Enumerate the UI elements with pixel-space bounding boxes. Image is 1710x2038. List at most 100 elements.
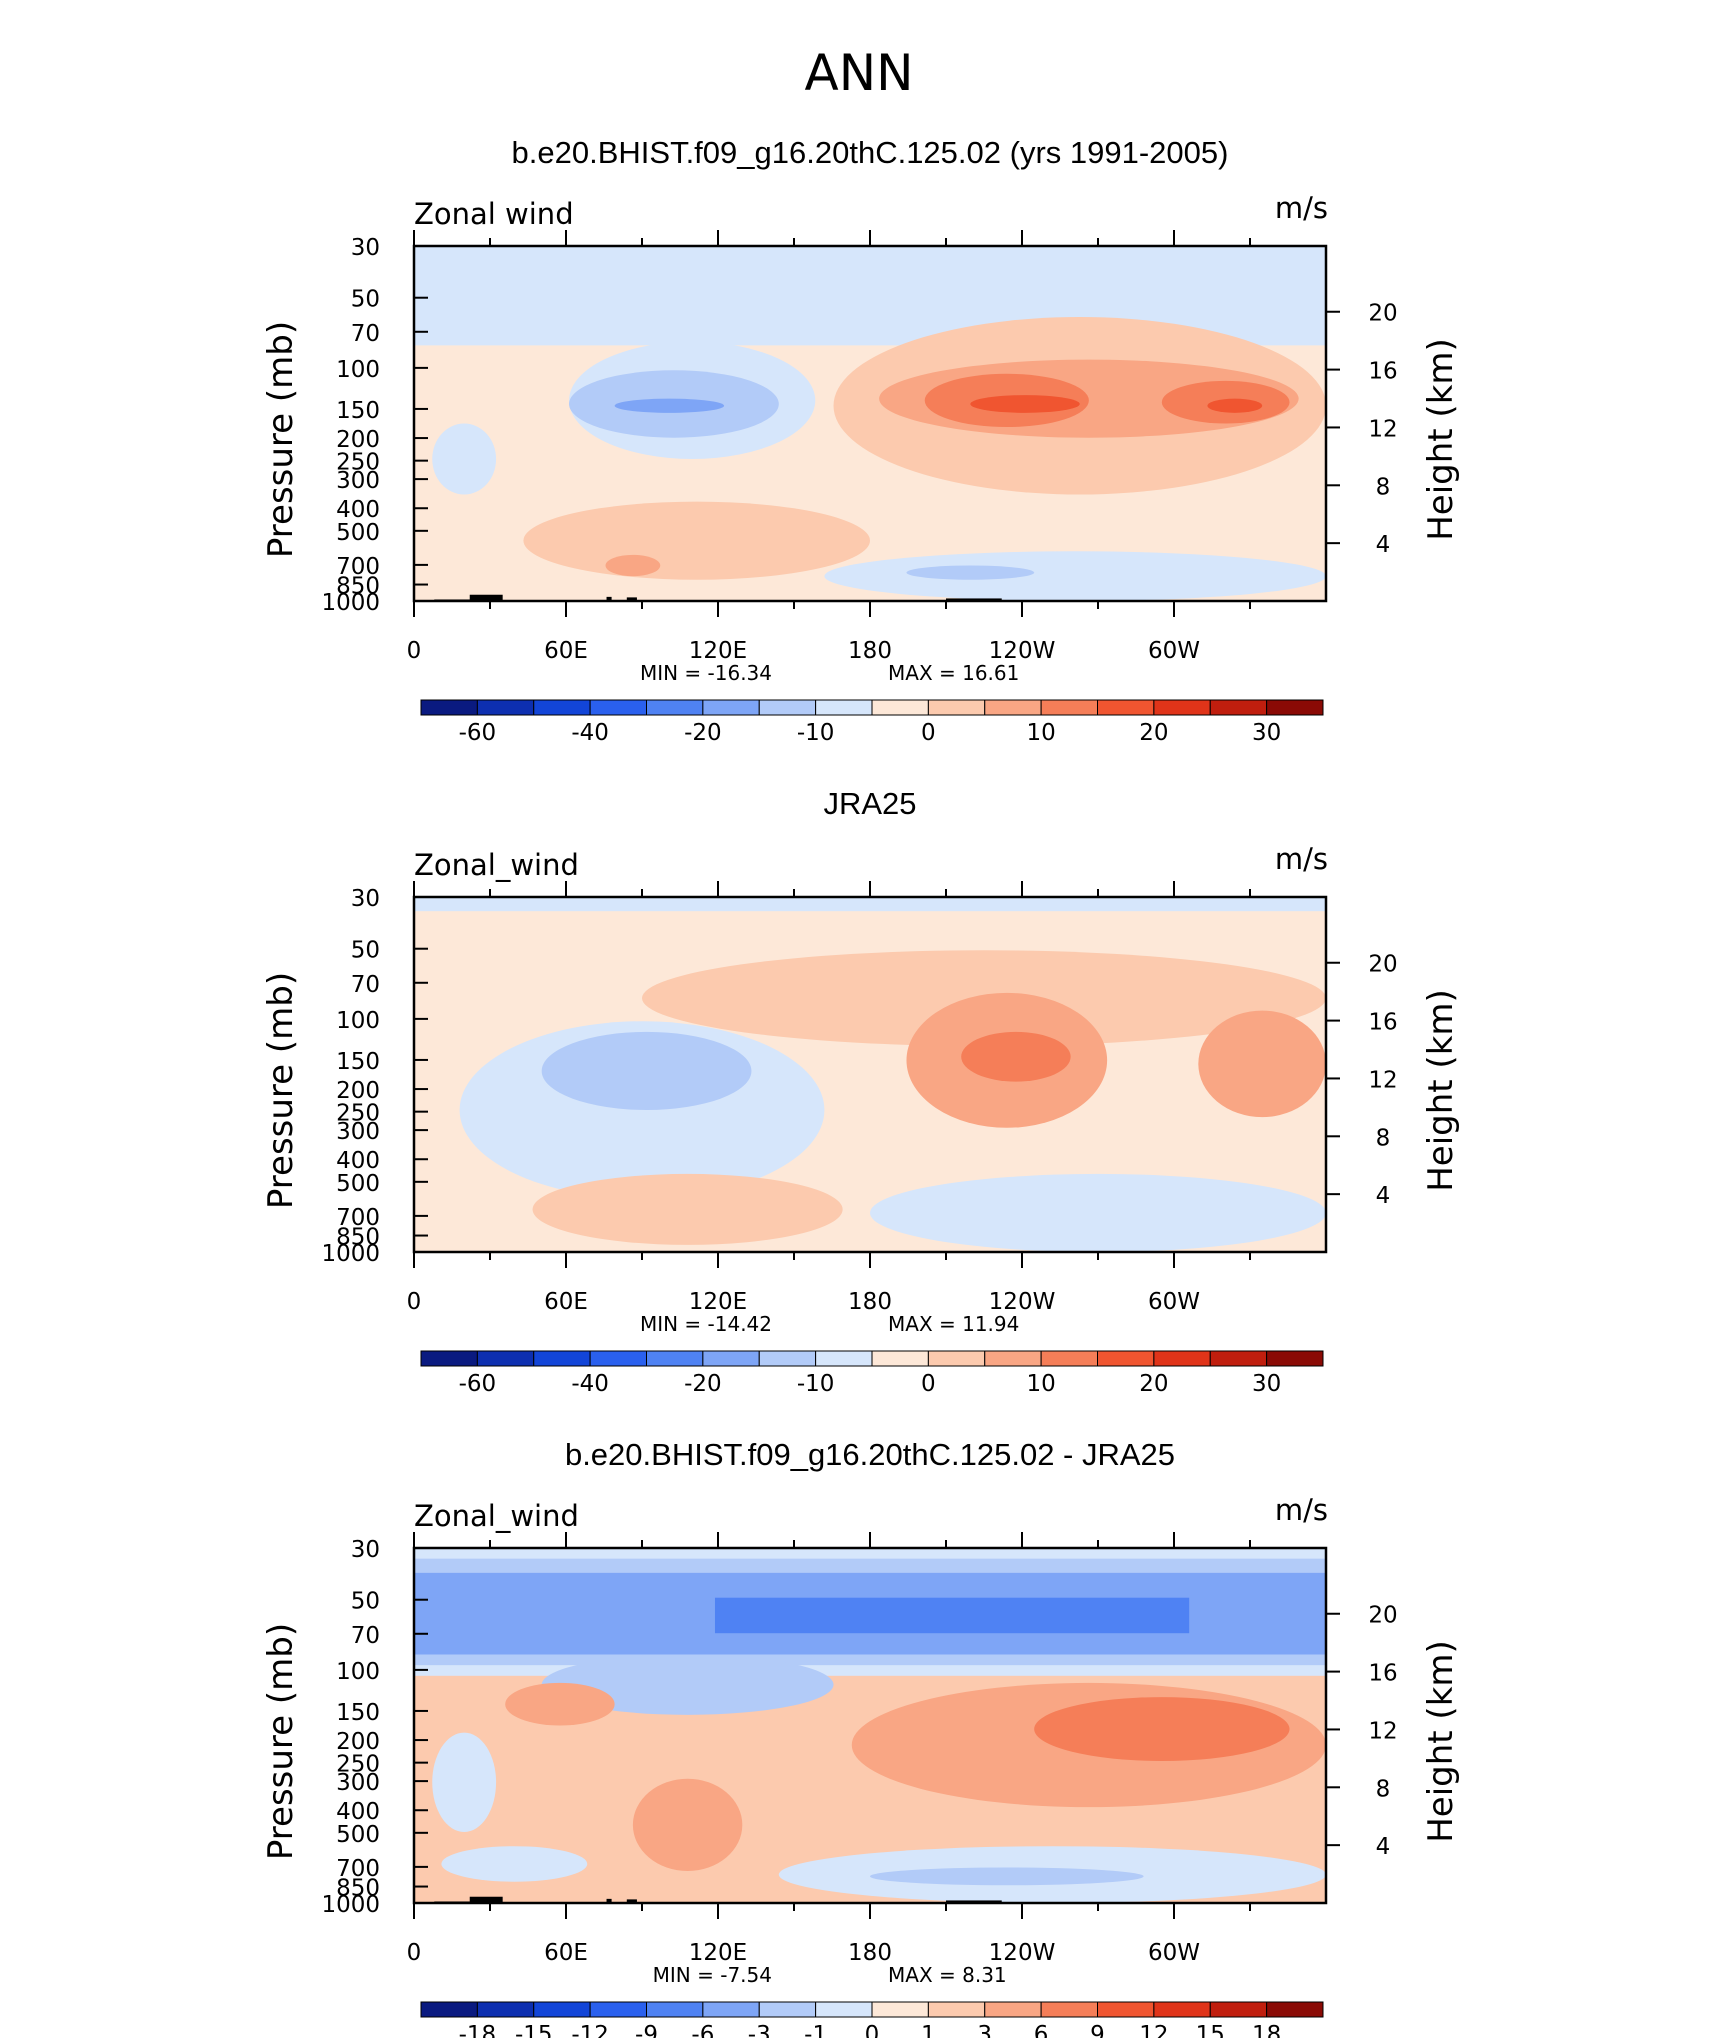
- colorbar-label: 9: [1090, 2022, 1105, 2038]
- height-tick-label: 16: [1368, 1010, 1397, 1036]
- colorbar-swatch: [815, 2001, 873, 2018]
- y-axis-label: Pressure (mb): [261, 321, 301, 558]
- max-label: MAX = 8.31: [888, 1963, 1007, 1987]
- colorbar-swatch: [984, 2001, 1042, 2018]
- x-tick-label: 120E: [689, 1289, 747, 1315]
- y-tick-label: 300: [336, 1770, 380, 1796]
- x-tick-label: 0: [407, 1289, 422, 1315]
- colorbar-label: -10: [797, 720, 835, 746]
- y-tick-label: 200: [336, 1729, 380, 1755]
- contour-level-5: [541, 1654, 834, 1715]
- colorbar-label: 10: [1026, 1371, 1055, 1397]
- colorbar-swatch: [702, 699, 760, 716]
- contour-fills: [414, 246, 1326, 601]
- colorbar-swatch: [1097, 699, 1155, 716]
- contour-level-7: [961, 1031, 1071, 1082]
- terrain-bar-2: [606, 596, 612, 601]
- y-tick-label: 500: [336, 1822, 380, 1848]
- x-tick-label: 120E: [689, 1940, 747, 1966]
- y-axis-label-right: Height (km): [1421, 989, 1461, 1192]
- y-tick-label: 150: [336, 1700, 380, 1726]
- colorbar-swatch: [815, 1350, 873, 1367]
- y-tick-label: 400: [336, 1148, 380, 1174]
- colorbar-swatch: [1153, 699, 1211, 716]
- contour-level-6: [1198, 1010, 1326, 1118]
- y-tick-label: 30: [351, 1537, 380, 1563]
- colorbar-label: 20: [1139, 720, 1168, 746]
- colorbar-swatch: [758, 2001, 817, 2018]
- variable-label: Zonal_wind: [414, 848, 579, 882]
- colorbar-swatch: [420, 1350, 478, 1367]
- contour-level-10: [1207, 398, 1263, 413]
- colorbar: -60 -40 -20 -10 0 10 20 30: [420, 699, 1324, 746]
- contour-fills: [414, 1548, 1326, 1903]
- contour-level-8: [505, 1682, 615, 1726]
- contour-level-7: [1034, 1697, 1290, 1761]
- colorbar-label: -3: [748, 2022, 771, 2038]
- colorbar-swatch: [420, 2001, 478, 2018]
- y-tick-label: 250: [336, 1101, 380, 1127]
- min-label: MIN = -14.42: [640, 1312, 772, 1336]
- x-tick-label: 0: [407, 1940, 422, 1966]
- colorbar-swatch: [420, 699, 478, 716]
- height-tick-label: 4: [1376, 532, 1391, 558]
- units-label: m/s: [1275, 842, 1328, 876]
- panel-2: JRA25 Zonal_wind m/s 0 60E 120E 180 120W 60W 30 50…: [261, 786, 1461, 1397]
- max-label: MAX = 16.61: [888, 661, 1019, 685]
- colorbar-swatch: [927, 2001, 986, 2018]
- variable-label: Zonal_wind: [414, 1499, 579, 1533]
- x-tick-label: 180: [848, 638, 892, 664]
- colorbar-label: -6: [691, 2022, 714, 2038]
- colorbar-swatch: [1097, 1350, 1155, 1367]
- colorbar-swatch: [1266, 699, 1324, 716]
- x-tick-label: 0: [407, 638, 422, 664]
- contour-level-11: [523, 501, 870, 580]
- colorbar-swatch: [758, 699, 817, 716]
- y-tick-label: 100: [336, 1659, 380, 1685]
- terrain-bar-4: [946, 1900, 1002, 1903]
- y-tick-label: 70: [351, 321, 380, 347]
- height-tick-label: 12: [1368, 1067, 1397, 1093]
- y-tick-label: 200: [336, 427, 380, 453]
- contour-level-4: [714, 1597, 1190, 1634]
- colorbar-label: 15: [1196, 2022, 1225, 2038]
- colorbar-swatch: [589, 2001, 647, 2018]
- height-tick-label: 20: [1368, 1603, 1397, 1629]
- colorbar-swatch: [758, 1350, 817, 1367]
- x-tick-label: 60E: [544, 638, 588, 664]
- colorbar-swatch: [1266, 1350, 1324, 1367]
- colorbar-swatch: [815, 699, 873, 716]
- y-tick-label: 70: [351, 972, 380, 998]
- y-axis-label-right: Height (km): [1421, 338, 1461, 541]
- colorbar-swatch: [1209, 1350, 1268, 1367]
- y-tick-label: 250: [336, 450, 380, 476]
- y-tick-label: 70: [351, 1623, 380, 1649]
- height-tick-label: 8: [1376, 1776, 1391, 1802]
- colorbar-swatch: [1153, 1350, 1211, 1367]
- x-tick-label: 60E: [544, 1289, 588, 1315]
- colorbar-swatch: [1266, 2001, 1324, 2018]
- y-tick-label: 50: [351, 287, 380, 313]
- colorbar-swatch: [646, 2001, 704, 2018]
- y-axis-label: Pressure (mb): [261, 972, 301, 1209]
- units-label: m/s: [1275, 1493, 1328, 1527]
- colorbar-label: 1: [921, 2022, 936, 2038]
- colorbar-swatch: [476, 699, 535, 716]
- y-tick-label: 100: [336, 357, 380, 383]
- colorbar-label: -40: [571, 720, 609, 746]
- height-tick-label: 16: [1368, 359, 1397, 385]
- colorbar-swatch: [476, 1350, 535, 1367]
- colorbar-label: -12: [571, 2022, 609, 2038]
- colorbar-label: -9: [635, 2022, 658, 2038]
- x-tick-label: 120W: [989, 638, 1056, 664]
- height-tick-label: 8: [1376, 1125, 1391, 1151]
- colorbar-label: -60: [459, 1371, 497, 1397]
- colorbar-label: 0: [921, 720, 936, 746]
- colorbar-label: -10: [797, 1371, 835, 1397]
- colorbar-label: 0: [921, 1371, 936, 1397]
- y-tick-label: 500: [336, 1171, 380, 1197]
- contour-level-9: [632, 1778, 743, 1872]
- colorbar-swatch: [1040, 1350, 1098, 1367]
- height-tick-label: 12: [1368, 1718, 1397, 1744]
